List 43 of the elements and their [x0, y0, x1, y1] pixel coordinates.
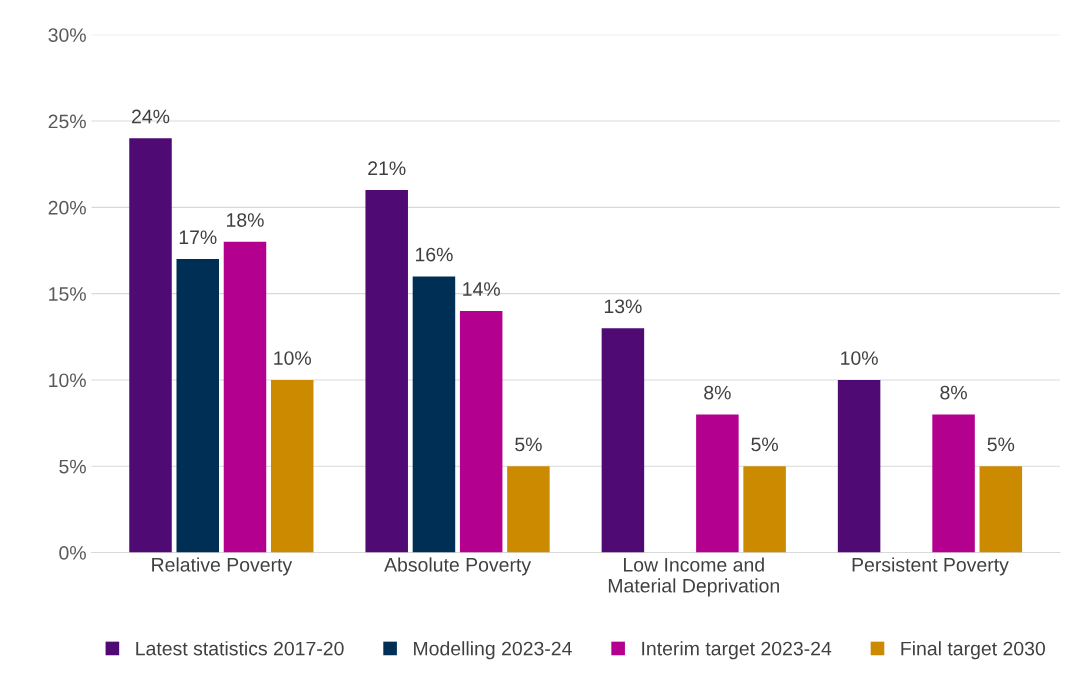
bar — [223, 241, 267, 553]
bar — [459, 310, 503, 553]
legend-label: Final target 2030 — [901, 641, 1046, 660]
y-tick-label: 10% — [49, 373, 86, 388]
bar — [932, 414, 975, 553]
data-label: 14% — [463, 282, 500, 296]
bar — [979, 466, 1023, 553]
x-tick-label: Persistent Poverty — [852, 557, 1009, 576]
data-label: 10% — [274, 351, 311, 365]
bar — [743, 466, 786, 553]
bar — [507, 466, 550, 553]
data-label: 13% — [604, 299, 642, 314]
bar — [696, 414, 739, 553]
y-tick-label: 25% — [48, 114, 86, 129]
y-tick-label: 20% — [48, 200, 86, 215]
bar — [270, 379, 314, 553]
x-tick-label: Low Income and Material Deprivation — [608, 557, 779, 597]
bar — [601, 328, 645, 553]
legend-label: Interim target 2023-24 — [642, 641, 832, 660]
y-tick-label: 15% — [49, 287, 86, 301]
data-label: 17% — [179, 230, 217, 245]
bar — [176, 259, 220, 553]
bar — [837, 379, 881, 553]
y-tick-label: 30% — [48, 28, 86, 42]
y-tick-label: 5% — [59, 459, 86, 474]
legend-label: Modelling 2023-24 — [414, 641, 572, 660]
data-label: 10% — [841, 351, 878, 365]
data-label: 21% — [368, 161, 406, 176]
y-tick-label: 0% — [59, 545, 86, 560]
data-label: 5% — [987, 437, 1015, 452]
data-label: 16% — [415, 247, 453, 262]
bar — [412, 276, 456, 553]
data-label: 8% — [704, 385, 731, 400]
data-label: 18% — [227, 213, 264, 227]
x-tick-label: Absolute Poverty — [384, 557, 532, 576]
x-tick-label: Relative Poverty — [152, 557, 293, 576]
data-label: 24% — [132, 109, 170, 124]
data-label: 5% — [515, 437, 542, 452]
legend-label: Latest statistics 2017-20 — [136, 641, 344, 656]
data-label: 8% — [940, 385, 967, 400]
bar — [129, 138, 172, 553]
bar — [365, 190, 408, 553]
data-label: 5% — [751, 437, 778, 452]
